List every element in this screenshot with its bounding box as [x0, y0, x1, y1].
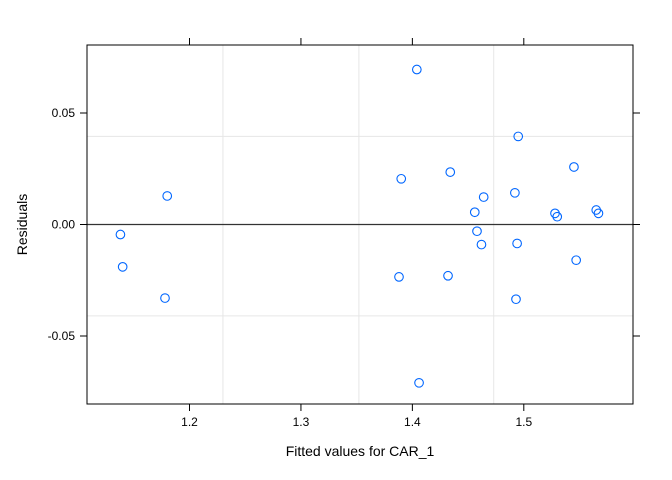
data-points: [115, 64, 604, 388]
data-point-10: [469, 207, 480, 218]
data-point-2: [160, 293, 170, 303]
x-axis-ticks: 1.2 1.3 1.4 1.5: [181, 38, 532, 429]
x-tick-label-1: 1.3: [293, 415, 310, 429]
y-axis-ticks: -0.05 0.00 0.05: [48, 106, 640, 343]
data-point-19: [552, 211, 563, 222]
data-point-17: [513, 131, 524, 142]
data-point-16: [512, 238, 522, 249]
data-point-3: [162, 191, 173, 201]
y-tick-label-0: -0.05: [48, 329, 76, 343]
data-point-13: [478, 192, 489, 202]
data-point-11: [472, 226, 482, 237]
data-point-21: [571, 255, 582, 266]
y-tick-label-1: 0.00: [52, 218, 76, 232]
data-point-12: [476, 239, 487, 250]
data-point-8: [443, 270, 453, 281]
y-tick-label-2: 0.05: [52, 106, 76, 120]
data-point-1: [117, 262, 128, 272]
data-point-9: [445, 167, 456, 177]
x-tick-label-3: 1.5: [515, 415, 532, 429]
data-point-7: [414, 377, 424, 388]
data-point-5: [396, 173, 407, 184]
data-point-0: [115, 229, 126, 240]
data-point-20: [569, 162, 579, 172]
data-point-4: [394, 272, 404, 282]
x-tick-label-2: 1.4: [404, 415, 421, 429]
x-tick-label-0: 1.2: [181, 415, 198, 429]
data-point-23: [593, 208, 604, 219]
data-point-14: [510, 187, 520, 198]
x-axis-title: Fitted values for CAR_1: [286, 443, 435, 459]
data-point-15: [511, 294, 521, 305]
y-axis-title: Residuals: [14, 194, 30, 255]
data-point-6: [411, 64, 422, 75]
